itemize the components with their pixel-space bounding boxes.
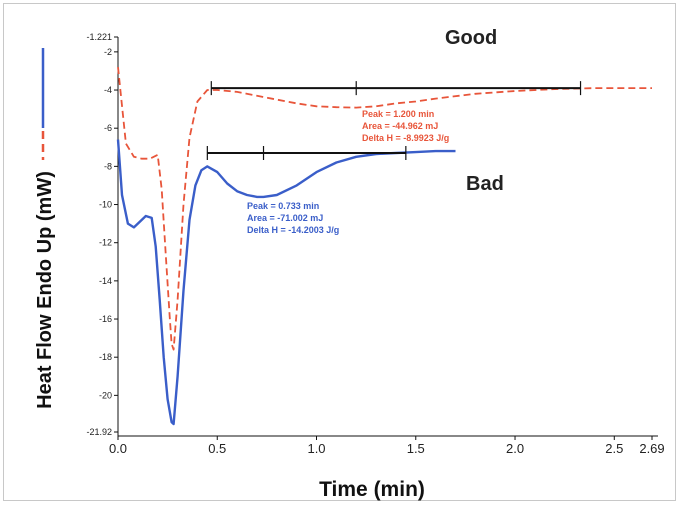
y-tick-label: -12: [99, 238, 112, 248]
x-tick-label: 0.5: [208, 441, 226, 456]
x-tick-label: 2.5: [605, 441, 623, 456]
x-tick-label: 0.0: [109, 441, 127, 456]
x-tick-label: 1.0: [307, 441, 325, 456]
baseline-layer: [206, 81, 582, 161]
y-tick-label: -10: [99, 200, 112, 210]
x-tick-label: 2.0: [506, 441, 524, 456]
bad-tag: Bad: [466, 173, 504, 195]
y-tick-label: -2: [104, 47, 112, 57]
bad-peak-label: Peak = 0.733 min: [247, 201, 319, 211]
series-line-bad: [116, 139, 456, 426]
series-layer: [116, 67, 652, 426]
y-tick-label: -21.92: [86, 427, 112, 437]
bad-area-label: Area = -71.002 mJ: [247, 213, 323, 223]
y-tick-label: -1.221: [86, 32, 112, 42]
good-area-label: Area = -44.962 mJ: [362, 121, 438, 131]
series-line-good: [117, 67, 652, 351]
x-tick-group: 0.0 0.5 1.0 1.5 2.0 2.5 2.69: [109, 436, 665, 456]
y-tick-label: -8: [104, 161, 112, 171]
good-tag: Good: [445, 27, 497, 49]
y-tick-label: -4: [104, 85, 112, 95]
x-tick-label: 1.5: [407, 441, 425, 456]
y-tick-label: -14: [99, 276, 112, 286]
x-axis-label: Time (min): [319, 478, 425, 501]
x-tick-label: 2.69: [639, 441, 664, 456]
y-tick-label: -20: [99, 390, 112, 400]
y-tick-label: -18: [99, 352, 112, 362]
y-tick-label: -6: [104, 123, 112, 133]
bad-delta-h-label: Delta H = -14.2003 J/g: [247, 225, 339, 235]
y-tick-group: -1.221 -2 -4 -6 -8 -10 -12 -14 -16 -18 -20 -21.92: [86, 32, 118, 437]
y-axis-label: Heat Flow Endo Up (mW): [34, 171, 56, 409]
chart-frame: [3, 3, 676, 501]
good-delta-h-label: Delta H = -8.9923 J/g: [362, 133, 449, 143]
good-peak-label: Peak = 1.200 min: [362, 109, 434, 119]
y-tick-label: -16: [99, 314, 112, 324]
